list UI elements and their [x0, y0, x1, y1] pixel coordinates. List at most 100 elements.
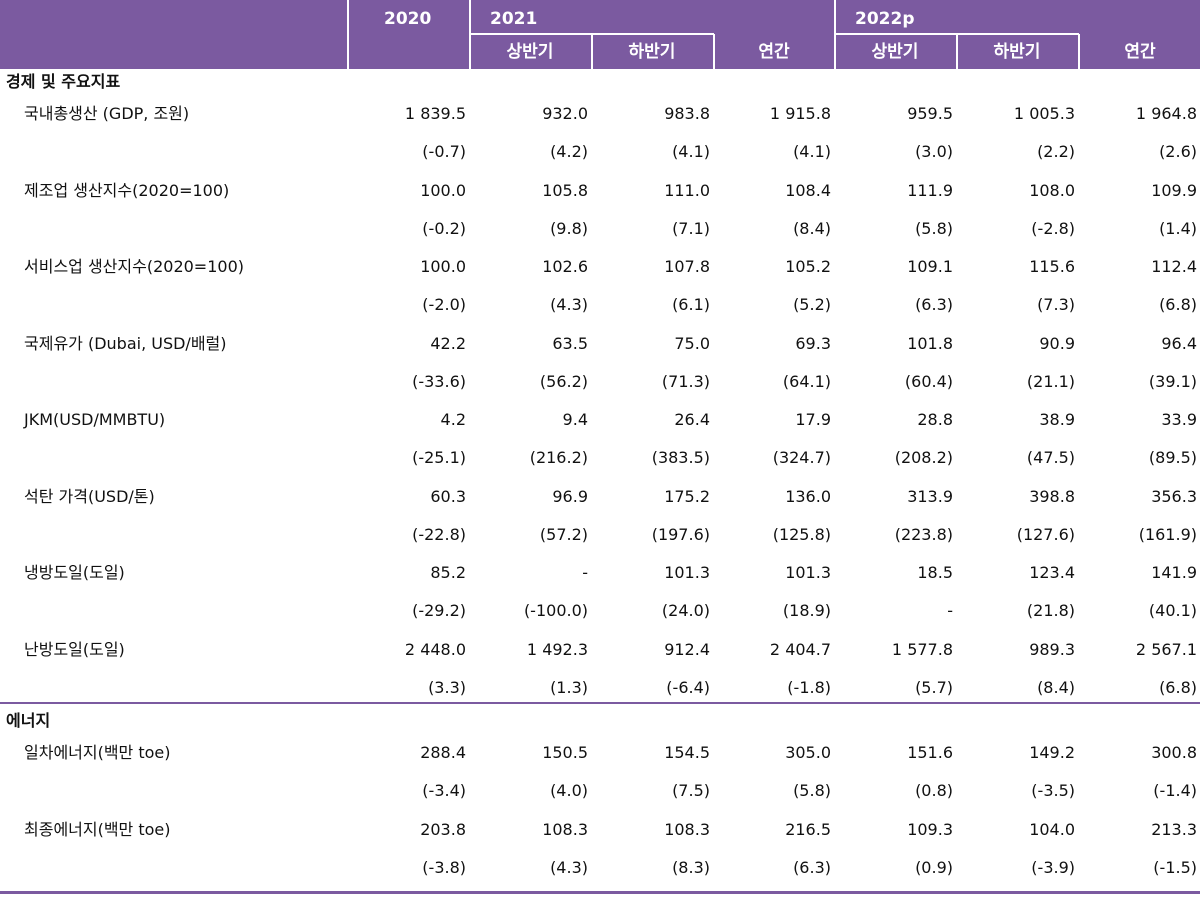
value-cell: 96.4 [1161, 334, 1197, 353]
growth-cell: (161.9) [1138, 525, 1197, 544]
value-cell: 313.9 [907, 487, 953, 506]
year-2022p: 2022p [855, 9, 915, 29]
growth-cell: (-22.8) [412, 525, 466, 544]
value-cell: 109.3 [907, 820, 953, 839]
growth-cell: (6.1) [672, 295, 710, 314]
growth-cell: (0.9) [915, 858, 953, 877]
value-cell: 2 567.1 [1135, 640, 1197, 659]
row-label: 냉방도일(도일) [24, 563, 125, 582]
value-cell: 2 448.0 [404, 640, 466, 659]
year-2021: 2021 [490, 9, 538, 29]
value-cell: 1 839.5 [404, 104, 466, 123]
growth-cell: (57.2) [539, 525, 588, 544]
value-cell: 109.9 [1151, 181, 1197, 200]
row-label: 일차에너지(백만 toe) [24, 743, 171, 762]
growth-cell: (89.5) [1148, 448, 1197, 467]
header-divider [469, 33, 714, 35]
growth-cell: (4.3) [550, 295, 588, 314]
value-cell: 60.3 [430, 487, 466, 506]
value-cell: 2 404.7 [769, 640, 831, 659]
row-label: 서비스업 생산지수(2020=100) [24, 257, 244, 276]
value-cell: 1 492.3 [526, 640, 588, 659]
growth-cell: (383.5) [651, 448, 710, 467]
row-label: 최종에너지(백만 toe) [24, 820, 171, 839]
growth-cell: (1.4) [1159, 219, 1197, 238]
growth-cell: (8.4) [793, 219, 831, 238]
growth-cell: (324.7) [772, 448, 831, 467]
growth-cell: (-3.9) [1031, 858, 1075, 877]
growth-cell: (71.3) [661, 372, 710, 391]
value-cell: 108.3 [542, 820, 588, 839]
value-cell: 63.5 [552, 334, 588, 353]
growth-cell: (-100.0) [523, 601, 588, 620]
row-label: 국제유가 (Dubai, USD/배럴) [24, 334, 227, 353]
growth-cell: (8.3) [672, 858, 710, 877]
growth-cell: (2.6) [1159, 142, 1197, 161]
growth-cell: (39.1) [1148, 372, 1197, 391]
value-cell: 288.4 [420, 743, 466, 762]
value-cell: 108.3 [664, 820, 710, 839]
value-cell: 356.3 [1151, 487, 1197, 506]
header-divider [1078, 34, 1080, 69]
growth-cell: (5.8) [915, 219, 953, 238]
value-cell: 136.0 [785, 487, 831, 506]
growth-cell: (47.5) [1026, 448, 1075, 467]
value-cell: 85.2 [430, 563, 466, 582]
growth-cell: (5.8) [793, 781, 831, 800]
growth-cell: (-2.0) [422, 295, 466, 314]
year-2020: 2020 [384, 9, 432, 29]
value-cell: 18.5 [917, 563, 953, 582]
growth-cell: (5.2) [793, 295, 831, 314]
growth-cell: (7.3) [1037, 295, 1075, 314]
growth-cell: (-6.4) [666, 678, 710, 697]
subheader-annual-2022: 연간 [1124, 42, 1156, 62]
value-cell: 26.4 [674, 410, 710, 429]
value-cell: 305.0 [785, 743, 831, 762]
growth-cell: (4.2) [550, 142, 588, 161]
growth-cell: (5.7) [915, 678, 953, 697]
growth-cell: (8.4) [1037, 678, 1075, 697]
value-cell: 96.9 [552, 487, 588, 506]
growth-cell: (-29.2) [412, 601, 466, 620]
subheader-h1-2021: 상반기 [506, 42, 554, 62]
section-divider [0, 702, 1200, 704]
growth-cell: (9.8) [550, 219, 588, 238]
value-cell: 1 577.8 [891, 640, 953, 659]
value-cell: 101.3 [664, 563, 710, 582]
growth-cell: (3.3) [428, 678, 466, 697]
section-title: 에너지 [6, 711, 51, 730]
value-cell: 111.9 [907, 181, 953, 200]
value-cell: 216.5 [785, 820, 831, 839]
growth-cell: (2.2) [1037, 142, 1075, 161]
value-cell: 150.5 [542, 743, 588, 762]
growth-cell: (208.2) [894, 448, 953, 467]
value-cell: 115.6 [1029, 257, 1075, 276]
value-cell: 111.0 [664, 181, 710, 200]
value-cell: 912.4 [664, 640, 710, 659]
growth-cell: (60.4) [904, 372, 953, 391]
value-cell: 112.4 [1151, 257, 1197, 276]
growth-cell: (-1.4) [1153, 781, 1197, 800]
value-cell: 151.6 [907, 743, 953, 762]
value-cell: 983.8 [664, 104, 710, 123]
growth-cell: (4.1) [793, 142, 831, 161]
growth-cell: (-25.1) [412, 448, 466, 467]
growth-cell: (-2.8) [1031, 219, 1075, 238]
value-cell: 203.8 [420, 820, 466, 839]
growth-cell: (6.8) [1159, 295, 1197, 314]
growth-cell: (-0.7) [422, 142, 466, 161]
value-cell: 1 964.8 [1135, 104, 1197, 123]
table-bottom-rule [0, 891, 1200, 894]
growth-cell: (-0.2) [422, 219, 466, 238]
header-divider [956, 34, 958, 69]
row-label: JKM(USD/MMBTU) [24, 410, 166, 429]
growth-cell: (-3.4) [422, 781, 466, 800]
growth-cell: (1.3) [550, 678, 588, 697]
growth-cell: (4.3) [550, 858, 588, 877]
value-cell: 75.0 [674, 334, 710, 353]
growth-cell: (21.1) [1026, 372, 1075, 391]
value-cell: 1 005.3 [1013, 104, 1075, 123]
growth-cell: - [947, 601, 953, 620]
value-cell: - [582, 563, 588, 582]
growth-cell: (64.1) [782, 372, 831, 391]
